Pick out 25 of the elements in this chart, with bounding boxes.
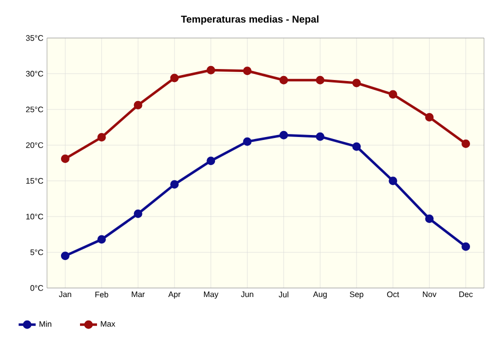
point	[462, 139, 470, 148]
point	[170, 74, 179, 82]
point	[134, 209, 142, 218]
point	[388, 90, 398, 99]
point	[206, 156, 216, 166]
point	[60, 154, 70, 163]
point	[316, 76, 324, 84]
point	[243, 137, 252, 146]
point	[243, 66, 252, 76]
point	[279, 76, 288, 84]
chart-title: Temperaturas medias - Nepal	[180, 15, 318, 25]
point	[206, 66, 216, 74]
point	[316, 132, 324, 141]
point	[462, 242, 470, 251]
point	[97, 235, 106, 244]
point	[388, 176, 398, 186]
point	[425, 113, 434, 122]
point	[352, 78, 361, 88]
point	[97, 133, 106, 142]
point	[170, 180, 179, 189]
point	[279, 130, 288, 140]
point	[352, 142, 361, 151]
point	[60, 252, 70, 260]
point	[425, 214, 434, 223]
point	[134, 100, 142, 110]
